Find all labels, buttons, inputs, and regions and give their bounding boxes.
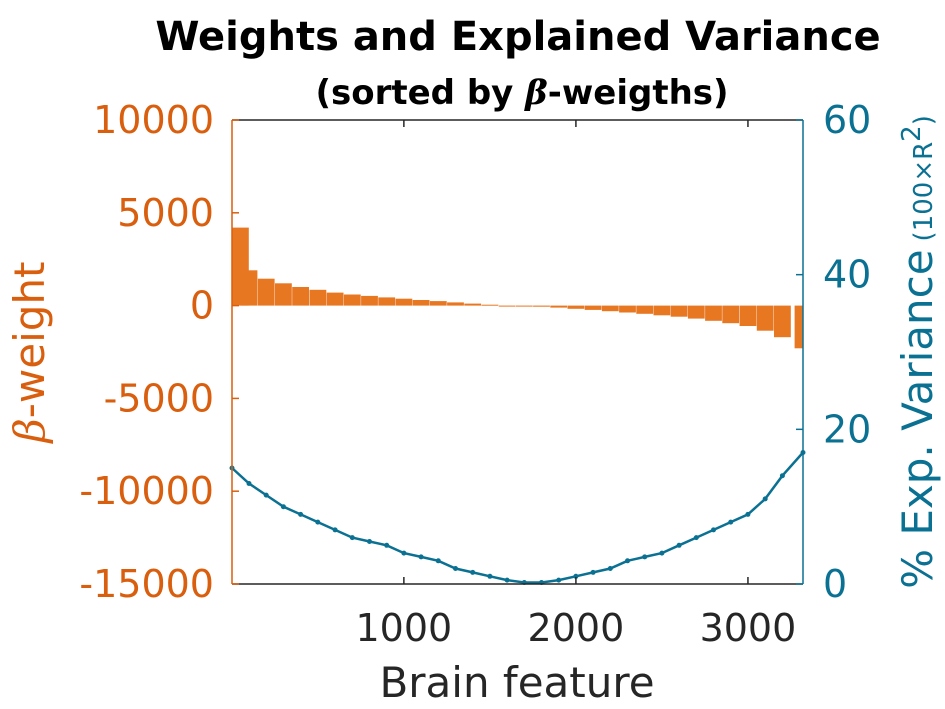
right-y-axis-ticks: 60 40 20 0 — [823, 98, 871, 606]
explained-variance-point — [762, 496, 768, 502]
explained-variance-point — [435, 558, 441, 564]
bar — [326, 292, 344, 306]
explained-variance-point — [349, 535, 355, 541]
explained-variance-point — [470, 569, 476, 575]
bar — [275, 283, 292, 306]
explained-variance-point — [573, 573, 579, 579]
explained-variance-point — [280, 504, 286, 510]
explained-variance-point — [642, 554, 648, 560]
explained-variance-point — [779, 473, 785, 479]
left-y-tick-label: -15000 — [79, 562, 214, 606]
right-y-axis-label-main: % Exp. Variance — [893, 249, 942, 588]
bar — [378, 297, 396, 306]
left-y-tick-label: 0 — [190, 284, 214, 328]
explained-variance-point — [745, 511, 751, 517]
bar — [636, 305, 654, 314]
left-y-tick-label: -5000 — [104, 376, 214, 420]
explained-variance-point — [453, 566, 458, 571]
explained-variance-point — [298, 511, 304, 517]
bar — [533, 305, 550, 307]
explained-variance-point — [315, 519, 321, 525]
chart-title: Weights and Explained Variance — [155, 14, 880, 60]
explained-variance-point — [590, 569, 596, 575]
left-y-tick-label: -10000 — [79, 469, 214, 513]
bar — [550, 305, 568, 308]
bar — [412, 300, 430, 306]
explained-variance-point — [728, 519, 734, 525]
left-y-axis-label: β-weight — [5, 261, 54, 444]
beta-weight-bars — [232, 227, 803, 349]
explained-variance-point — [693, 535, 699, 541]
bar — [739, 305, 757, 326]
explained-variance-point — [246, 481, 252, 486]
left-y-axis-label-text: -weight — [5, 261, 54, 418]
explained-variance-point — [607, 566, 613, 571]
bar — [670, 305, 688, 317]
bar — [619, 305, 636, 313]
right-y-axis-label: % Exp. Variance (100×R2) — [893, 115, 942, 589]
axes — [231, 119, 804, 585]
explained-variance-point — [504, 577, 510, 583]
bar — [309, 289, 327, 306]
right-y-axis-label-unit-close: ) — [909, 115, 939, 125]
explained-variance-point — [659, 550, 665, 556]
bar — [464, 303, 482, 306]
explained-variance-point — [625, 558, 630, 564]
explained-variance-point — [263, 492, 269, 498]
bar — [395, 298, 413, 306]
chart-subtitle-prefix: (sorted by — [315, 73, 525, 113]
bar — [498, 305, 516, 307]
chart-subtitle: (sorted by β-weigths) — [315, 73, 728, 113]
explained-variance-point — [711, 527, 716, 533]
chart-subtitle-symbol: β — [523, 73, 548, 113]
right-y-axis-label-unit-sup: 2 — [897, 125, 927, 142]
bar — [343, 294, 361, 306]
explained-variance-point — [384, 542, 390, 548]
chart-subtitle-suffix: -weigths) — [548, 73, 729, 113]
bar — [774, 305, 791, 338]
explained-variance-point — [676, 542, 682, 548]
x-axis-ticks: 1000 2000 3000 — [356, 606, 797, 650]
bar — [722, 305, 740, 324]
bar — [240, 270, 258, 306]
left-y-axis-label-symbol: β — [5, 418, 54, 444]
bar — [447, 302, 464, 306]
bar — [292, 287, 309, 306]
bar — [481, 304, 499, 306]
bar — [756, 305, 774, 331]
x-tick-label: 2000 — [528, 606, 625, 650]
left-y-axis-ticks: 10000 5000 0 -5000 -10000 -15000 — [79, 98, 214, 606]
explained-variance-line — [231, 451, 804, 584]
bar — [567, 305, 585, 309]
explained-variance-point — [401, 550, 407, 556]
right-y-tick-label: 20 — [823, 407, 871, 451]
bar — [601, 305, 619, 312]
explained-variance-point — [556, 577, 562, 583]
bar — [257, 278, 275, 306]
bar — [515, 305, 533, 307]
right-y-tick-label: 0 — [823, 562, 847, 606]
bar — [794, 305, 803, 349]
explained-variance-point — [367, 539, 372, 544]
explained-variance-point — [418, 554, 424, 560]
left-y-tick-label: 10000 — [93, 98, 214, 142]
x-tick-label: 3000 — [700, 606, 797, 650]
explained-variance-point — [487, 573, 493, 579]
left-y-tick-label: 5000 — [117, 191, 214, 235]
explained-variance-series — [229, 450, 806, 585]
right-y-tick-label: 60 — [823, 98, 871, 142]
bar — [687, 305, 705, 319]
right-y-tick-label: 40 — [823, 253, 871, 297]
bar — [584, 305, 602, 310]
right-y-axis-label-unit: (100×R — [909, 142, 939, 242]
explained-variance-point — [332, 527, 338, 533]
bar — [653, 305, 671, 316]
bar — [429, 301, 447, 306]
bar — [705, 305, 722, 321]
x-tick-label: 1000 — [356, 606, 453, 650]
bar — [361, 295, 378, 306]
x-axis-label: Brain feature — [379, 658, 654, 707]
